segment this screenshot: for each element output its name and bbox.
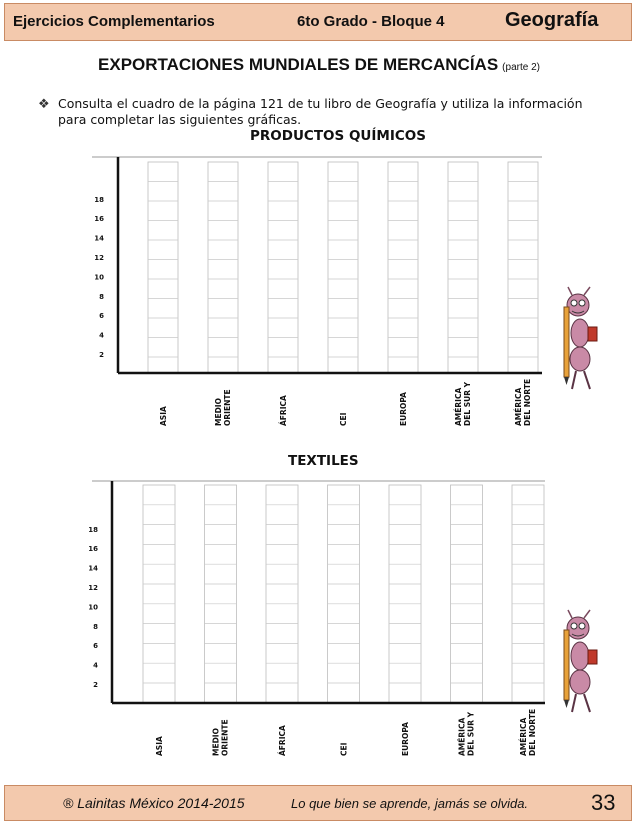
page-header: Ejercicios Complementarios 6to Grado - B… xyxy=(4,3,632,41)
category-label: EUROPA xyxy=(399,392,408,426)
page-title: EXPORTACIONES MUNDIALES DE MERCANCÍAS (pa… xyxy=(0,55,638,75)
y-tick-label: 14 xyxy=(88,565,98,573)
category-label: AMÉRICADEL NORTE xyxy=(514,379,532,426)
page-number: 33 xyxy=(591,790,616,815)
y-tick-label: 2 xyxy=(99,351,104,359)
y-tick-label: 8 xyxy=(93,623,98,631)
ant-pencil-icon xyxy=(563,609,598,713)
category-label: ASIA xyxy=(155,736,164,756)
bar-column xyxy=(142,484,176,704)
y-tick-label: 18 xyxy=(94,196,104,204)
category-label: ÁFRICA xyxy=(279,395,288,426)
category-label: CEI xyxy=(340,742,349,756)
bar-column xyxy=(267,161,299,374)
bar-column xyxy=(265,484,299,704)
bar-column xyxy=(450,484,483,704)
chart-title-textiles: TEXTILES xyxy=(288,453,359,469)
y-tick-label: 2 xyxy=(93,681,98,689)
footer-copyright: ® Lainitas México 2014-2015 xyxy=(63,795,245,811)
footer-motto: Lo que bien se aprende, jamás se olvida. xyxy=(291,796,529,811)
category-label: CEI xyxy=(339,412,348,426)
y-tick-label: 6 xyxy=(93,642,98,650)
category-label: AMÉRICADEL SUR Y xyxy=(454,381,472,426)
instruction-text: Consulta el cuadro de la página 121 de t… xyxy=(58,96,583,127)
y-tick-label: 4 xyxy=(99,332,104,340)
category-label: MEDIOORIENTE xyxy=(214,389,232,426)
header-course: Ejercicios Complementarios xyxy=(13,13,215,30)
bar-column xyxy=(387,161,419,374)
y-tick-label: 10 xyxy=(94,273,104,281)
category-label: MEDIOORIENTE xyxy=(212,719,230,756)
diamond-bullet-icon: ❖ xyxy=(38,96,50,111)
title-sub: (parte 2) xyxy=(502,62,540,73)
bar-column xyxy=(327,161,359,374)
bar-column xyxy=(204,484,237,704)
category-label: AMÉRICADEL SUR Y xyxy=(458,711,476,756)
chart-title-quimicos: PRODUCTOS QUÍMICOS xyxy=(250,128,426,144)
y-tick-label: 10 xyxy=(88,603,98,611)
bar-column xyxy=(207,161,239,374)
y-tick-label: 8 xyxy=(99,293,104,301)
bar-column xyxy=(327,484,360,704)
ant-pencil-icon xyxy=(563,286,598,390)
y-tick-label: 12 xyxy=(88,584,98,592)
bar-column xyxy=(388,484,422,704)
title-main: EXPORTACIONES MUNDIALES DE MERCANCÍAS xyxy=(98,55,499,74)
y-tick-label: 4 xyxy=(93,662,98,670)
y-tick-label: 16 xyxy=(88,545,98,553)
header-subject: Geografía xyxy=(505,9,599,31)
category-label: AMÉRICADEL NORTE xyxy=(519,709,537,756)
y-tick-label: 18 xyxy=(88,526,98,534)
y-tick-label: 14 xyxy=(94,235,104,243)
y-tick-label: 12 xyxy=(94,254,104,262)
category-label: ASIA xyxy=(159,406,168,426)
bar-column xyxy=(511,484,545,704)
y-tick-label: 6 xyxy=(99,312,104,320)
category-label: ÁFRICA xyxy=(278,725,287,756)
page-footer: ® Lainitas México 2014-2015 Lo que bien … xyxy=(4,785,632,821)
category-label: EUROPA xyxy=(401,722,410,756)
y-tick-label: 16 xyxy=(94,215,104,223)
bar-column xyxy=(507,161,539,374)
header-grade: 6to Grado - Bloque 4 xyxy=(297,13,445,30)
bar-column xyxy=(447,161,479,374)
bar-column xyxy=(147,161,179,374)
